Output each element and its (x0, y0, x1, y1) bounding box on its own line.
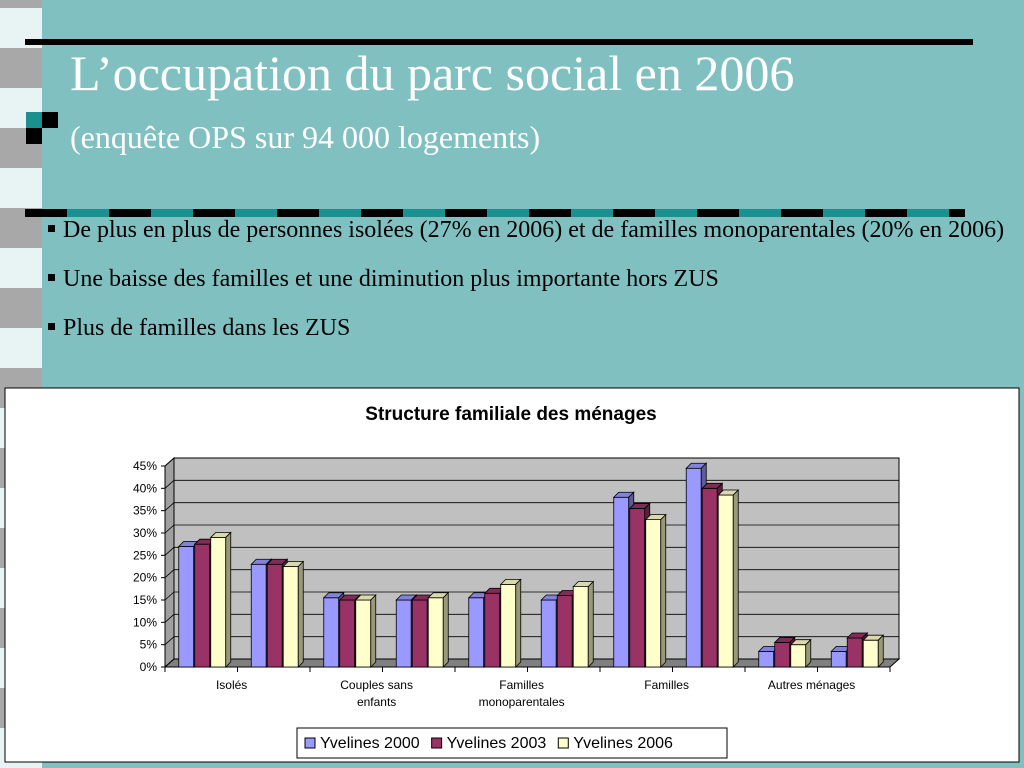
legend-swatch (557, 737, 569, 749)
slide-title: L’occupation du parc social en 2006 (enq… (70, 44, 870, 166)
chart-title: Structure familiale des ménages (365, 404, 656, 425)
y-tick-label: 25% (133, 548, 157, 562)
title-text: L’occupation du parc social en 2006 (70, 45, 795, 101)
grid-line (164, 457, 899, 467)
bar (178, 546, 195, 668)
legend-label: Yvelines 2003 (447, 735, 547, 752)
bar (250, 563, 267, 668)
bar (266, 563, 283, 668)
square (42, 112, 58, 128)
bar-side (442, 591, 449, 668)
bar (629, 508, 646, 668)
bar (411, 599, 428, 668)
label-line: enfants (357, 695, 396, 709)
y-tick-label: 40% (133, 481, 157, 495)
bar (830, 650, 847, 668)
bar-side (587, 580, 594, 668)
y-tick-label: 0% (140, 660, 158, 674)
label-line: Autres ménages (768, 678, 855, 692)
bar (323, 597, 340, 668)
bar (774, 642, 791, 668)
x-tick-label: Isolés (216, 678, 247, 692)
bar (395, 599, 412, 668)
label-line: Familles (644, 678, 689, 692)
bar (758, 650, 775, 668)
bar (427, 597, 444, 668)
bar (846, 637, 863, 668)
x-tick-label: Familles (644, 678, 689, 692)
bullets: De plus en plus de personnes isolées (27… (44, 214, 1014, 361)
bar (500, 583, 517, 668)
bullet: De plus en plus de personnes isolées (27… (44, 214, 1014, 247)
top-bar (25, 39, 973, 45)
bar (572, 586, 589, 668)
bar (355, 599, 372, 668)
bar (613, 496, 630, 668)
y-tick-label: 20% (133, 571, 157, 585)
bar (701, 487, 718, 668)
label-line: Couples sans (340, 678, 413, 692)
y-tick-label: 5% (140, 638, 158, 652)
square (26, 128, 42, 144)
bar-side (660, 513, 667, 668)
bar-side (370, 594, 377, 668)
bar (282, 566, 299, 668)
bar (790, 644, 807, 668)
bar (556, 595, 573, 668)
bullet: Une baisse des familles et une diminutio… (44, 263, 1014, 296)
legend-swatch (431, 737, 443, 749)
y-tick-label: 45% (133, 459, 157, 473)
legend-label: Yvelines 2006 (573, 735, 673, 752)
side-wall (164, 456, 175, 669)
label-line: monoparentales (479, 695, 565, 709)
bullet: Plus de familles dans les ZUS (44, 312, 1014, 345)
bar (468, 597, 485, 668)
bar (339, 599, 356, 668)
bar-side (515, 578, 522, 668)
bar-side (805, 638, 812, 668)
legend-box (296, 727, 728, 759)
bar (862, 639, 879, 668)
bar-side (225, 531, 232, 668)
bar-side (297, 560, 304, 668)
y-tick-label: 30% (133, 526, 157, 540)
legend-label: Yvelines 2000 (320, 735, 420, 752)
y-tick-label: 35% (133, 504, 157, 518)
bar (194, 543, 211, 668)
label-line: Isolés (216, 678, 247, 692)
dashed-rule (25, 209, 965, 217)
y-tick-label: 15% (133, 593, 157, 607)
bar (685, 467, 702, 668)
bar (645, 519, 662, 668)
bar (210, 537, 227, 668)
bar (717, 494, 734, 668)
square (26, 112, 42, 128)
subtitle: (enquête OPS sur 94 000 logements) (70, 119, 541, 155)
bar-side (732, 489, 739, 668)
bar-side (877, 634, 884, 668)
x-tick-label: Autres ménages (768, 678, 855, 692)
x-tick-label: Familles monoparentales (479, 678, 565, 709)
bar (540, 599, 557, 668)
y-tick-label: 10% (133, 615, 157, 629)
label-line: Familles (499, 678, 544, 692)
grid-line (164, 479, 899, 489)
x-tick-label: Couples sans enfants (340, 678, 413, 709)
legend-swatch (304, 737, 316, 749)
bar (484, 592, 501, 668)
grid-line (164, 502, 899, 511)
